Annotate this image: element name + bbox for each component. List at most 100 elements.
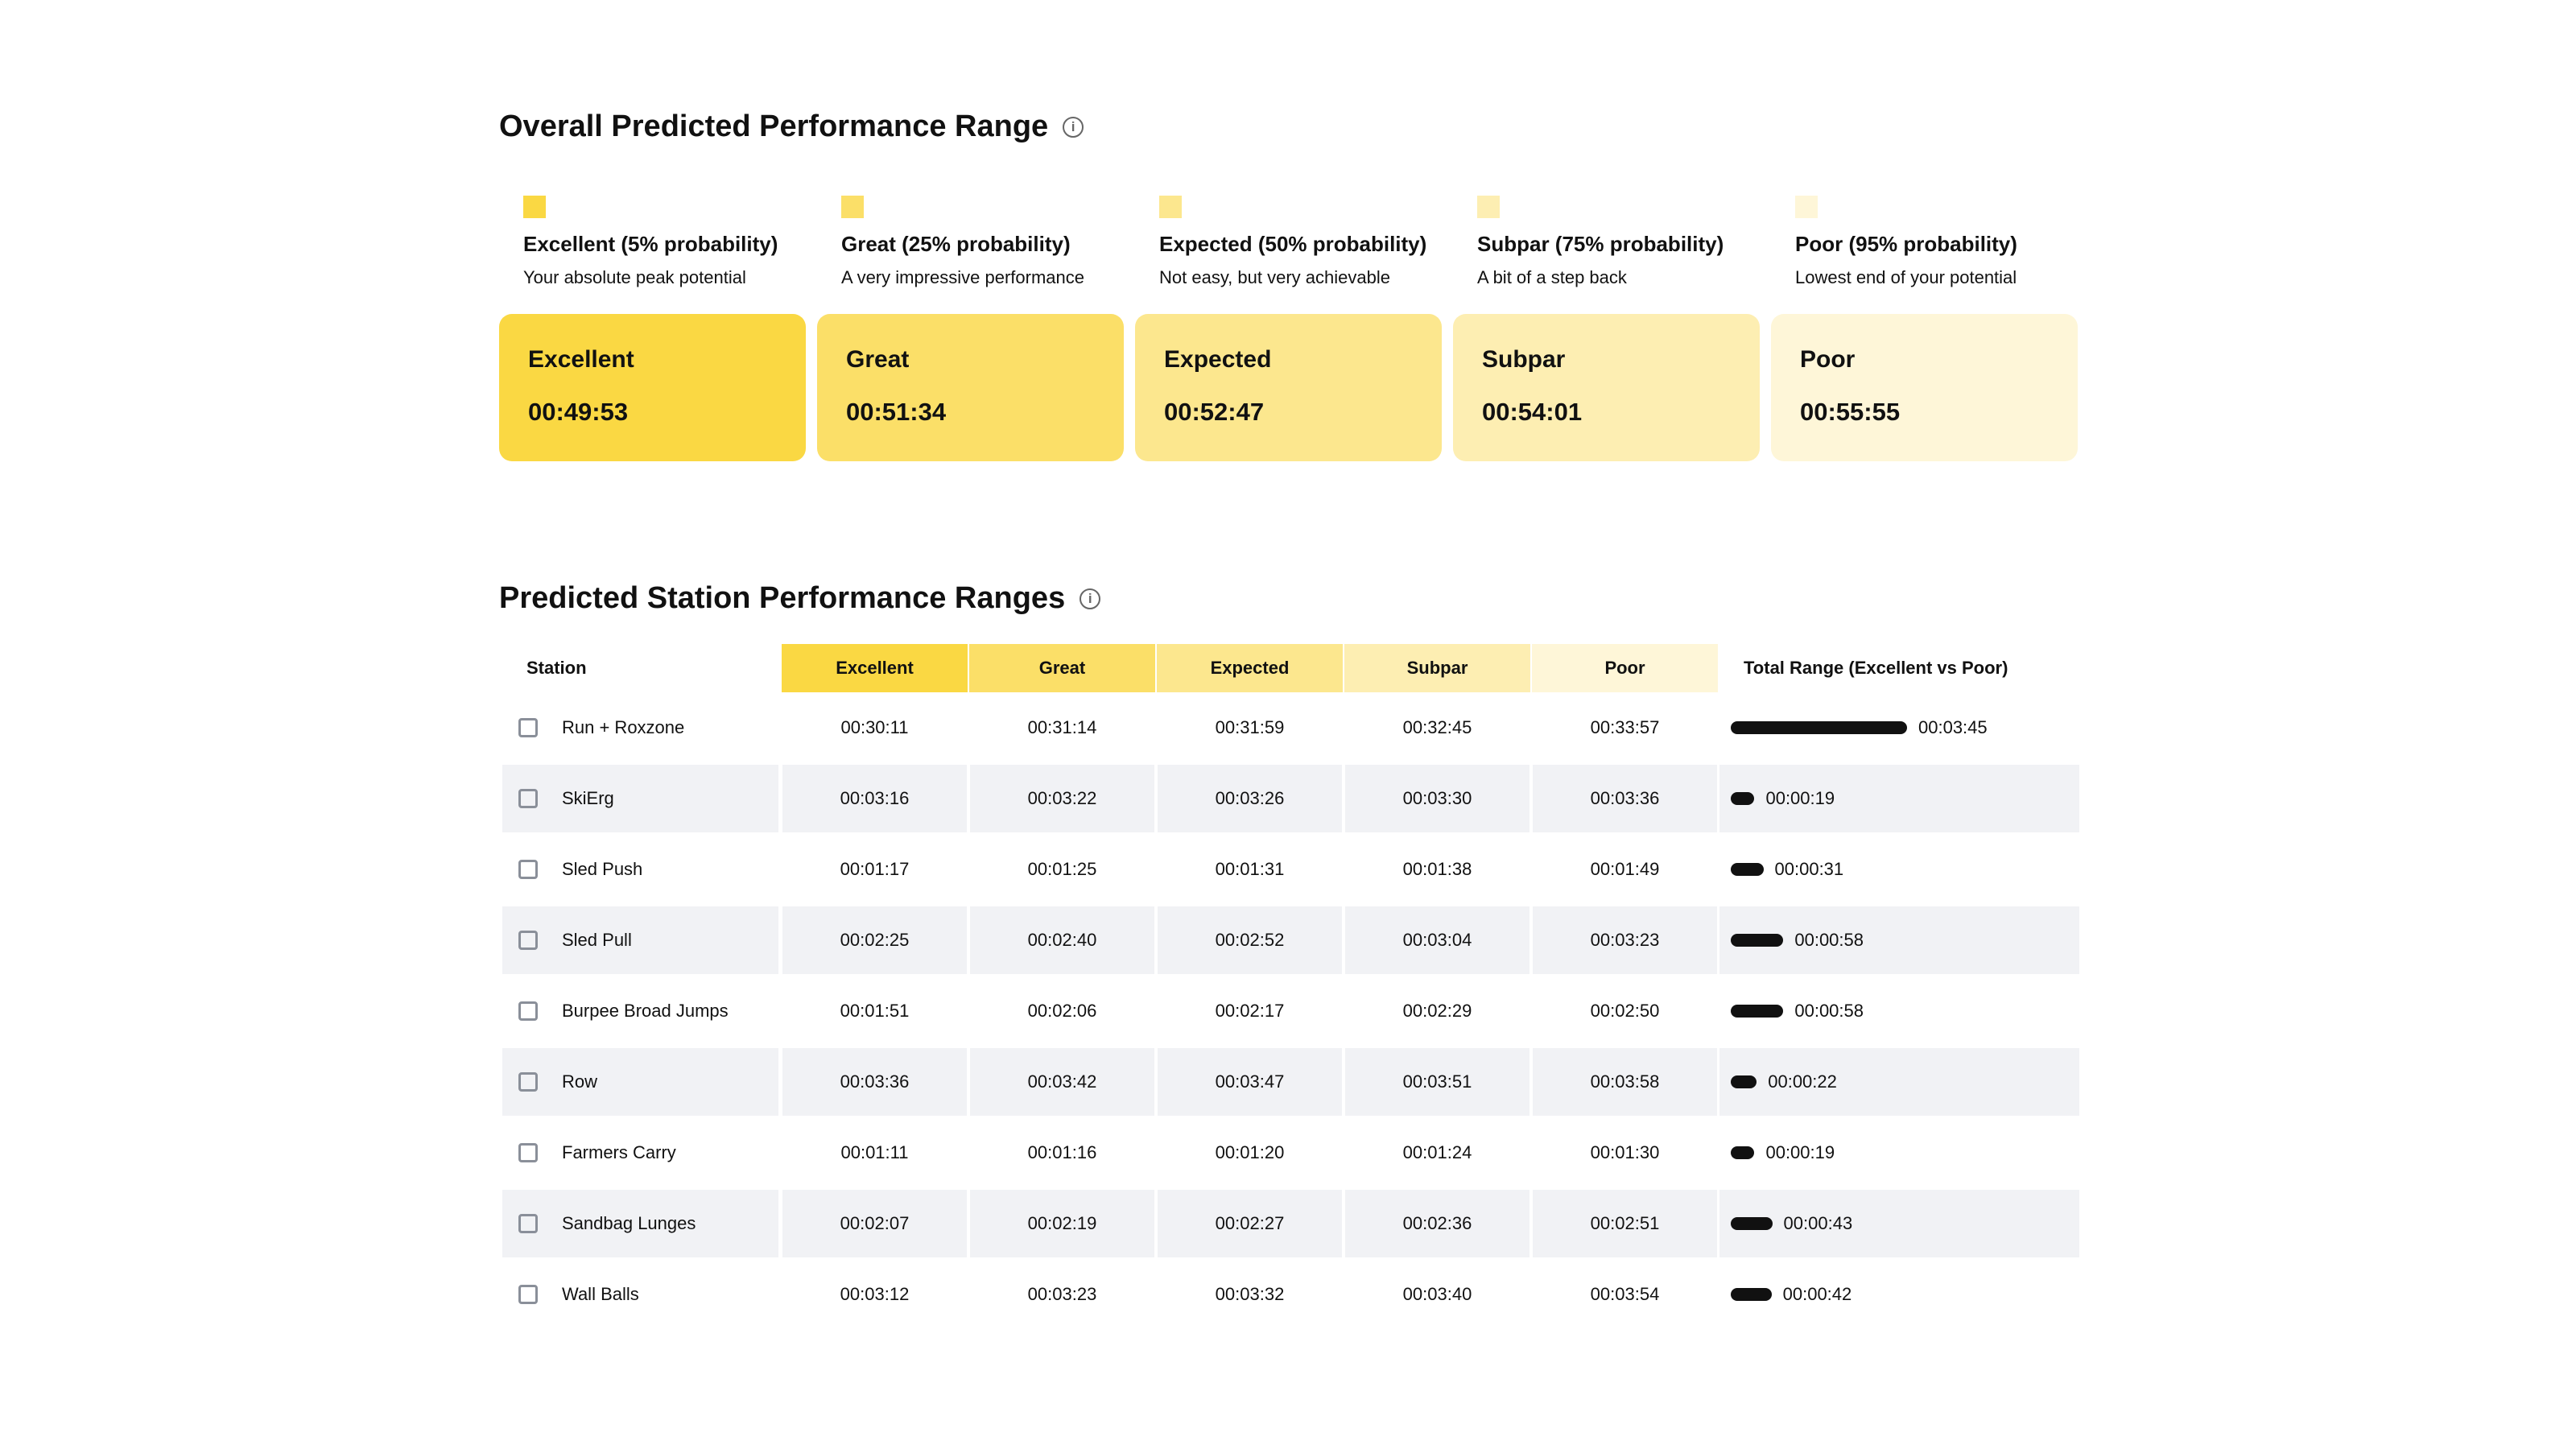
card-level-name: Great xyxy=(846,346,910,373)
time-cell: 00:01:49 xyxy=(1590,859,1660,879)
range-bar xyxy=(1731,1288,1772,1301)
station-cell: Burpee Broad Jumps xyxy=(502,977,778,1045)
time-cell: 00:01:25 xyxy=(1027,859,1097,879)
time-cell: 00:01:16 xyxy=(1027,1142,1097,1162)
card-level-name: Poor xyxy=(1800,346,1856,373)
time-cell: 00:03:22 xyxy=(970,765,1154,832)
range-cell: 00:00:31 xyxy=(1719,836,2079,903)
legend-description: Your absolute peak potential xyxy=(523,267,746,287)
range-bar xyxy=(1731,934,1784,947)
time-cell: 00:03:12 xyxy=(840,1284,910,1304)
info-icon[interactable]: i xyxy=(1063,116,1084,138)
time-cell: 00:03:23 xyxy=(1027,1284,1097,1304)
station-cell: SkiErg xyxy=(502,765,778,832)
station-cell: Run + Roxzone xyxy=(502,694,778,762)
time-cell: 00:01:38 xyxy=(1402,859,1472,879)
station-name: Sled Pull xyxy=(562,930,632,950)
station-icon xyxy=(518,1001,538,1021)
time-cell: 00:03:26 xyxy=(1158,765,1342,832)
time-cell: 00:02:27 xyxy=(1158,1190,1342,1257)
stations-heading: Predicted Station Performance Ranges i xyxy=(499,581,1101,616)
time-cell: 00:01:24 xyxy=(1402,1142,1472,1162)
station-cell: Wall Balls xyxy=(502,1261,778,1328)
station-name: Run + Roxzone xyxy=(562,717,685,737)
time-cell: 00:31:14 xyxy=(1027,717,1097,737)
level-card xyxy=(499,314,806,461)
legend-label: Great (25% probability) xyxy=(841,232,1071,256)
time-cell: 00:03:51 xyxy=(1345,1048,1530,1116)
range-bar xyxy=(1731,721,1907,734)
station-cell: Row xyxy=(502,1048,778,1116)
legend-description: A very impressive performance xyxy=(841,267,1084,287)
station-cell: Sled Push xyxy=(502,836,778,903)
level-card xyxy=(1771,314,2078,461)
time-cell: 00:03:36 xyxy=(1533,765,1717,832)
range-bar xyxy=(1731,863,1764,876)
station-icon xyxy=(518,789,538,808)
range-value: 00:00:43 xyxy=(1783,1213,1853,1233)
legend-swatch xyxy=(1159,196,1182,218)
card-level-name: Expected xyxy=(1164,346,1272,373)
time-cell: 00:01:30 xyxy=(1590,1142,1660,1162)
range-bar xyxy=(1731,1005,1784,1018)
legend-label: Excellent (5% probability) xyxy=(523,232,778,256)
legend-description: Lowest end of your potential xyxy=(1795,267,2017,287)
range-value: 00:00:42 xyxy=(1782,1284,1852,1304)
time-cell: 00:03:36 xyxy=(782,1048,967,1116)
time-cell: 00:01:17 xyxy=(840,859,910,879)
time-cell: 00:01:20 xyxy=(1215,1142,1285,1162)
range-bar xyxy=(1731,1217,1773,1230)
range-bar xyxy=(1731,1146,1755,1159)
station-icon xyxy=(518,931,538,950)
station-icon xyxy=(518,1214,538,1233)
station-name: Sandbag Lunges xyxy=(562,1213,696,1233)
level-card xyxy=(817,314,1124,461)
column-header: Total Range (Excellent vs Poor) xyxy=(1744,658,2008,678)
time-cell: 00:03:42 xyxy=(970,1048,1154,1116)
time-cell: 00:31:59 xyxy=(1215,717,1285,737)
time-cell: 00:02:25 xyxy=(782,906,967,974)
overall-title: Overall Predicted Performance Range xyxy=(499,109,1049,143)
stations-title: Predicted Station Performance Ranges xyxy=(499,581,1066,615)
time-cell: 00:33:57 xyxy=(1590,717,1660,737)
info-icon[interactable]: i xyxy=(1080,588,1101,609)
card-level-name: Subpar xyxy=(1482,346,1566,373)
range-value: 00:03:45 xyxy=(1918,717,1988,737)
range-cell: 00:00:22 xyxy=(1719,1048,2079,1116)
time-cell: 00:02:06 xyxy=(1027,1001,1097,1021)
level-card xyxy=(1135,314,1442,461)
column-header: Excellent xyxy=(782,644,968,692)
station-name: Burpee Broad Jumps xyxy=(562,1001,729,1021)
range-value: 00:00:31 xyxy=(1774,859,1844,879)
overall-heading: Overall Predicted Performance Range i xyxy=(499,109,1084,144)
station-icon xyxy=(518,860,538,879)
time-cell: 00:02:51 xyxy=(1533,1190,1717,1257)
time-cell: 00:03:16 xyxy=(782,765,967,832)
range-cell: 00:00:43 xyxy=(1719,1190,2079,1257)
card-time: 00:51:34 xyxy=(846,398,947,426)
legend-label: Poor (95% probability) xyxy=(1795,232,2017,256)
range-bar xyxy=(1731,1075,1757,1088)
column-header: Expected xyxy=(1157,644,1343,692)
legend-label: Subpar (75% probability) xyxy=(1477,232,1724,256)
time-cell: 00:03:32 xyxy=(1215,1284,1285,1304)
time-cell: 00:03:54 xyxy=(1590,1284,1660,1304)
range-cell: 00:00:19 xyxy=(1719,765,2079,832)
range-value: 00:00:22 xyxy=(1768,1071,1837,1092)
legend-description: A bit of a step back xyxy=(1477,267,1627,287)
station-name: Sled Push xyxy=(562,859,643,879)
station-icon xyxy=(518,1143,538,1162)
time-cell: 00:32:45 xyxy=(1402,717,1472,737)
range-bar xyxy=(1731,792,1755,805)
card-time: 00:55:55 xyxy=(1800,398,1901,426)
time-cell: 00:01:11 xyxy=(840,1142,909,1162)
time-cell: 00:30:11 xyxy=(840,717,909,737)
time-cell: 00:02:40 xyxy=(970,906,1154,974)
range-cell: 00:00:19 xyxy=(1719,1119,2079,1187)
station-icon xyxy=(518,1285,538,1304)
station-cell: Sled Pull xyxy=(502,906,778,974)
time-cell: 00:01:51 xyxy=(840,1001,910,1021)
time-cell: 00:03:47 xyxy=(1158,1048,1342,1116)
level-card xyxy=(1453,314,1760,461)
time-cell: 00:03:04 xyxy=(1345,906,1530,974)
